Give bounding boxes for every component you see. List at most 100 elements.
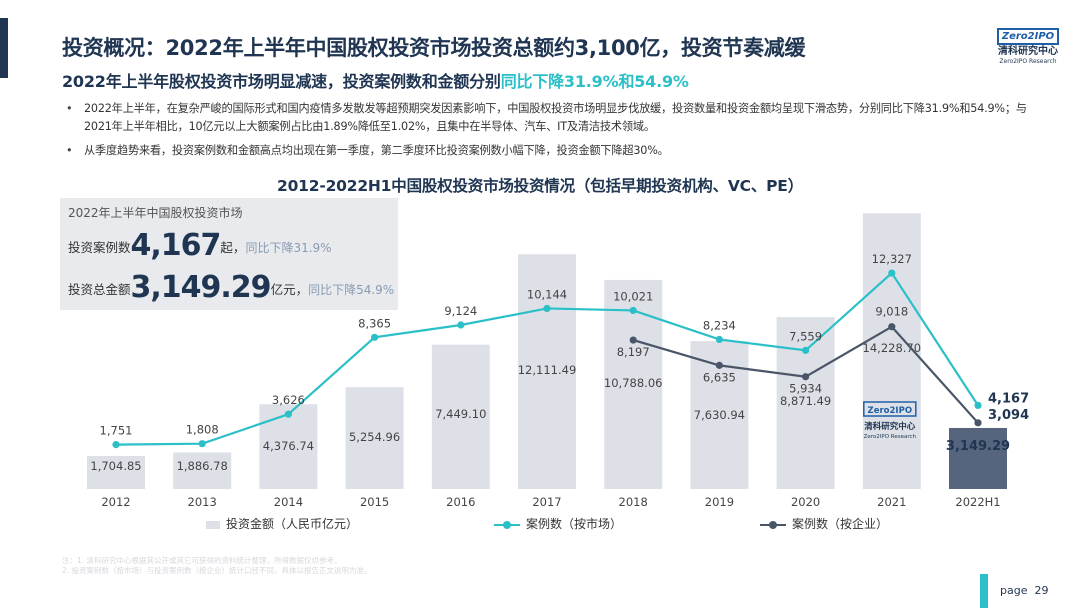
bar xyxy=(173,452,232,489)
amount-value: 3,149.29 xyxy=(130,270,272,305)
legend-bar-swatch xyxy=(206,520,220,529)
company-value-label: 5,934 xyxy=(789,382,822,396)
legend-bar-label: 投资金额（人民币亿元） xyxy=(226,517,359,531)
watermark-logo-en: Zero2IPO Research xyxy=(864,434,917,440)
subtitle-main: 2022年上半年股权投资市场明显减速，投资案例数和金额分别 xyxy=(62,72,501,91)
cases-label: 投资案例数 xyxy=(68,240,131,255)
company-value-label: 9,018 xyxy=(875,305,908,319)
market-point xyxy=(543,304,551,313)
bar xyxy=(862,213,921,489)
company-value-label: 3,094 xyxy=(988,408,1029,423)
cases-yoy: 同比下降31.9% xyxy=(245,241,332,255)
legend-company-swatch xyxy=(760,520,786,529)
logo-badge: Zero2IPO xyxy=(996,28,1060,45)
bar xyxy=(949,427,1007,489)
market-point xyxy=(629,306,637,315)
market-point xyxy=(888,269,896,277)
bar xyxy=(87,455,145,489)
market-value-label: 1,808 xyxy=(186,423,219,437)
x-tick-label: 2017 xyxy=(532,495,561,509)
market-point xyxy=(457,321,465,329)
market-point xyxy=(112,440,120,449)
amount-label: 投资总金额 xyxy=(68,282,131,297)
company-value-label: 8,197 xyxy=(617,345,650,359)
market-value-label: 10,144 xyxy=(527,287,567,301)
logo-name-en: Zero2IPO Research xyxy=(999,58,1057,65)
watermark-logo-badge: Zero2IPO xyxy=(868,406,913,416)
bar-value-label: 10,788.06 xyxy=(604,376,663,390)
bar-value-label: 1,886.78 xyxy=(177,459,228,473)
legend-market: 案例数（按市场） xyxy=(494,515,622,532)
legend-company-label: 案例数（按企业） xyxy=(792,517,889,531)
market-point xyxy=(715,335,724,344)
page-value: 29 xyxy=(1034,584,1049,597)
page-subtitle: 2022年上半年股权投资市场明显减速，投资案例数和金额分别同比下降31.9%和5… xyxy=(62,68,689,92)
x-tick-label: 2016 xyxy=(446,495,475,509)
bar xyxy=(604,279,663,489)
market-value-label: 7,559 xyxy=(789,329,822,343)
chart-title: 2012-2022H1中国股权投资市场投资情况（包括早期投资机构、VC、PE） xyxy=(277,177,803,195)
market-value-label: 4,167 xyxy=(988,391,1029,406)
bar-value-label: 12,111.49 xyxy=(518,363,577,377)
footnote: 2. 投资案例数（按市场）与投资案例数（按企业）统计口径不同，具体以报告正文说明… xyxy=(62,565,372,575)
summary-heading: 2022年上半年中国股权投资市场 xyxy=(68,206,243,220)
bar xyxy=(776,317,835,489)
company-point xyxy=(802,373,810,381)
market-value-label: 8,365 xyxy=(358,316,391,330)
bar xyxy=(345,387,404,489)
market-point xyxy=(802,346,810,354)
x-tick-label: 2015 xyxy=(360,495,389,509)
company-point xyxy=(629,336,637,344)
x-tick-label: 2020 xyxy=(791,495,820,509)
bar-value-label: 8,871.49 xyxy=(780,394,831,408)
x-tick-label: 2019 xyxy=(705,495,734,509)
cases-unit: 起， xyxy=(220,240,246,255)
logo-name-cn: 清科研究中心 xyxy=(998,46,1058,57)
market-point xyxy=(284,410,292,418)
company-point xyxy=(888,323,896,331)
bar xyxy=(431,344,490,489)
summary-cases-row: 投资案例数4,167起，同比下降31.9% xyxy=(68,228,332,263)
x-tick-label: 2018 xyxy=(619,495,648,509)
bar xyxy=(518,254,576,489)
watermark-logo-box xyxy=(863,401,917,417)
company-point xyxy=(974,419,982,427)
page-accent xyxy=(980,574,988,608)
market-value-label: 8,234 xyxy=(703,318,736,332)
x-tick-label: 2014 xyxy=(274,495,303,509)
market-value-label: 3,626 xyxy=(272,393,305,407)
market-point xyxy=(198,440,206,448)
market-value-label: 12,327 xyxy=(872,252,912,266)
market-value-label: 1,751 xyxy=(100,424,133,438)
amount-yoy: 同比下降54.9% xyxy=(308,283,395,297)
bar-value-label: 5,254.96 xyxy=(349,430,400,444)
bar-value-label: 4,376.74 xyxy=(263,439,314,453)
watermark-logo-name: 清科研究中心 xyxy=(864,421,916,432)
legend-company: 案例数（按企业） xyxy=(760,515,888,532)
amount-unit: 亿元， xyxy=(270,282,309,297)
bullet-list: 2022年上半年，在复杂严峻的国际形式和国内疫情多发散发等超预期突发因素影响下，… xyxy=(62,100,1032,166)
footnotes: 注：1. 清科研究中心根据其公开或其它可获得的资料统计整理，所得数据仅供参考。 … xyxy=(62,556,962,575)
footnote: 注：1. 清科研究中心根据其公开或其它可获得的资料统计整理，所得数据仅供参考。 xyxy=(62,556,342,565)
market-point xyxy=(371,333,379,341)
subtitle-highlight: 同比下降31.9%和54.9% xyxy=(500,72,689,91)
summary-box: 2022年上半年中国股权投资市场 投资案例数4,167起，同比下降31.9% 投… xyxy=(60,198,398,310)
summary-amount-row: 投资总金额3,149.29亿元，同比下降54.9% xyxy=(68,270,394,305)
company-point xyxy=(715,361,724,369)
legend-market-swatch xyxy=(494,520,520,529)
cases-value: 4,167 xyxy=(130,228,222,263)
x-tick-label: 2021 xyxy=(877,495,906,509)
bar-value-label: 7,630.94 xyxy=(694,408,745,422)
bar-value-label: 7,449.10 xyxy=(435,407,486,421)
x-tick-label: 2022H1 xyxy=(955,495,1000,509)
legend-market-label: 案例数（按市场） xyxy=(526,517,623,531)
zero2ipo-logo: Zero2IPO 清科研究中心 Zero2IPO Research xyxy=(996,24,1060,66)
page-title: 投资概况：2022年上半年中国股权投资市场投资总额约3,100亿，投资节奏减缓 xyxy=(62,36,806,60)
page-number: page 29 xyxy=(1000,584,1048,597)
x-tick-label: 2012 xyxy=(101,495,130,509)
x-tick-label: 2013 xyxy=(188,495,217,509)
page-label: page xyxy=(1000,584,1028,597)
bar-value-label: 1,704.85 xyxy=(90,459,141,473)
market-point xyxy=(974,401,982,410)
bar-value-label: 3,149.29 xyxy=(946,439,1010,454)
